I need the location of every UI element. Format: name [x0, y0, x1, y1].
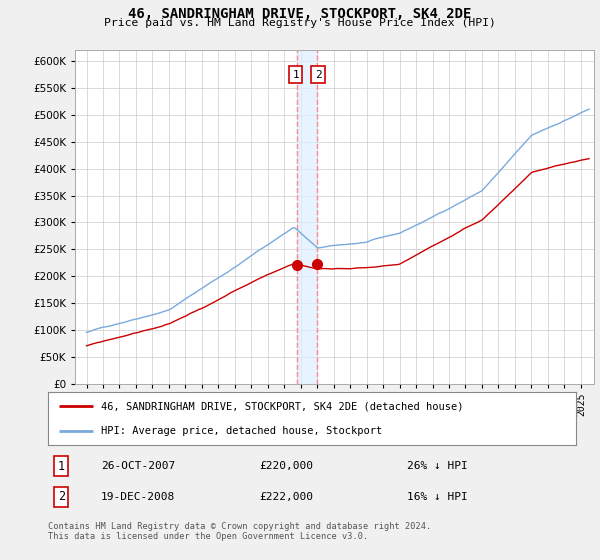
Text: 2: 2 [58, 491, 65, 503]
Text: 46, SANDRINGHAM DRIVE, STOCKPORT, SK4 2DE: 46, SANDRINGHAM DRIVE, STOCKPORT, SK4 2D… [128, 7, 472, 21]
Text: 2: 2 [315, 69, 322, 80]
Text: 1: 1 [58, 460, 65, 473]
Text: Contains HM Land Registry data © Crown copyright and database right 2024.
This d: Contains HM Land Registry data © Crown c… [48, 522, 431, 542]
Text: 16% ↓ HPI: 16% ↓ HPI [407, 492, 468, 502]
Text: 1: 1 [292, 69, 299, 80]
Text: Price paid vs. HM Land Registry's House Price Index (HPI): Price paid vs. HM Land Registry's House … [104, 18, 496, 28]
Text: 26% ↓ HPI: 26% ↓ HPI [407, 461, 468, 472]
Text: £222,000: £222,000 [259, 492, 313, 502]
Text: 19-DEC-2008: 19-DEC-2008 [101, 492, 175, 502]
Text: 46, SANDRINGHAM DRIVE, STOCKPORT, SK4 2DE (detached house): 46, SANDRINGHAM DRIVE, STOCKPORT, SK4 2D… [101, 402, 463, 412]
Text: £220,000: £220,000 [259, 461, 313, 472]
Text: HPI: Average price, detached house, Stockport: HPI: Average price, detached house, Stoc… [101, 426, 382, 436]
Bar [297, 50, 317, 384]
Text: 26-OCT-2007: 26-OCT-2007 [101, 461, 175, 472]
